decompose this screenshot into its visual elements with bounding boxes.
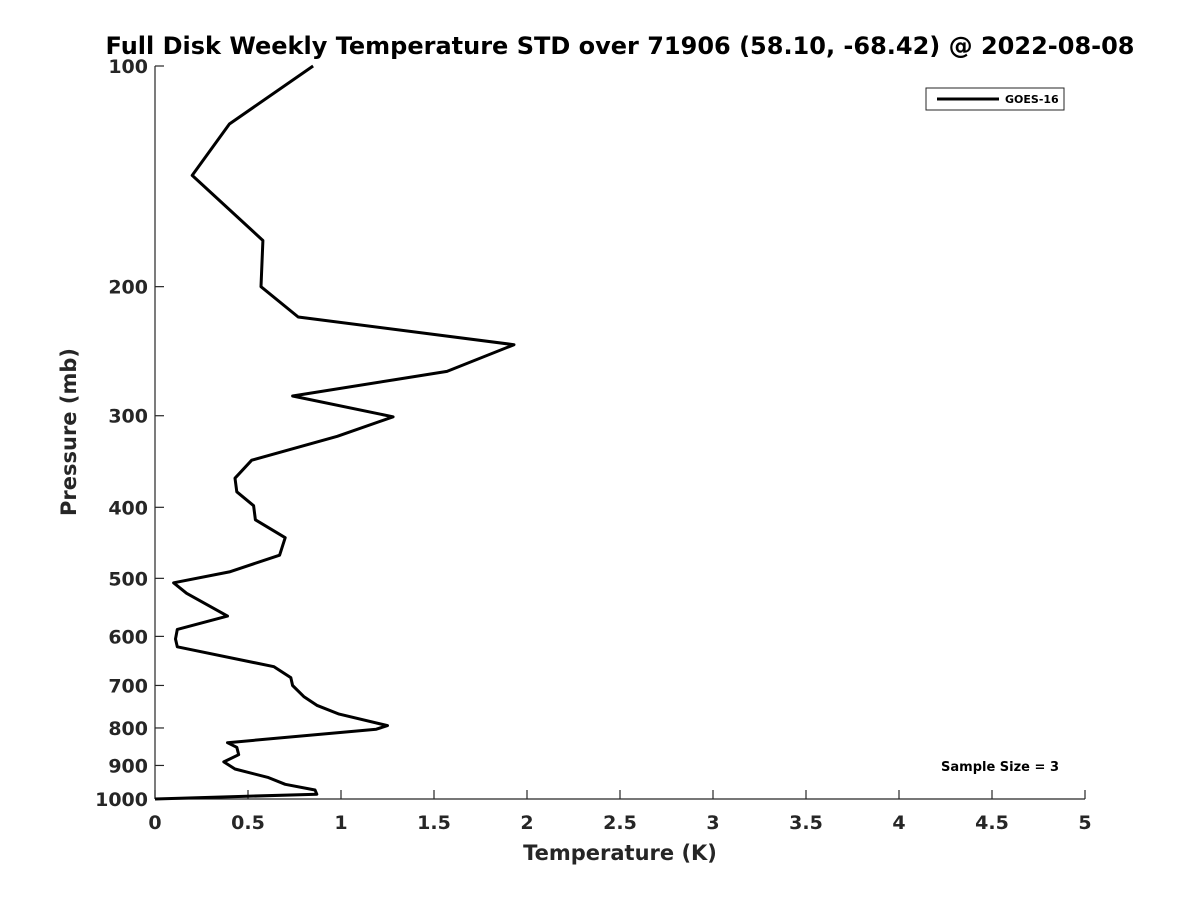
y-tick-label: 900 (108, 755, 148, 777)
y-tick-label: 700 (108, 675, 148, 697)
y-tick-label: 200 (108, 277, 148, 299)
sample-size-annotation: Sample Size = 3 (941, 760, 1059, 775)
y-tick-label: 500 (108, 568, 148, 590)
x-ticks: 0 0.5 1 1.5 2 2.5 3 3.5 4 4.5 5 (148, 790, 1092, 834)
y-tick-label: 400 (108, 497, 148, 519)
x-tick-label: 5 (1078, 812, 1091, 834)
y-tick-label: 300 (108, 406, 148, 428)
y-tick-label: 100 (108, 56, 148, 78)
x-tick-label: 3.5 (789, 812, 823, 834)
legend-entry-goes-16: GOES-16 (1005, 93, 1059, 106)
x-tick-label: 4.5 (975, 812, 1009, 834)
y-tick-label: 600 (108, 626, 148, 648)
x-tick-label: 1 (334, 812, 347, 834)
x-axis-label: Temperature (K) (523, 841, 717, 865)
x-tick-label: 4 (892, 812, 905, 834)
x-tick-label: 3 (706, 812, 719, 834)
chart-title: Full Disk Weekly Temperature STD over 71… (106, 32, 1135, 60)
x-tick-label: 2.5 (603, 812, 637, 834)
y-axis-label: Pressure (mb) (57, 348, 81, 516)
x-tick-label: 1.5 (417, 812, 451, 834)
y-tick-label: 1000 (95, 789, 148, 811)
y-ticks: 100 200 300 400 500 600 700 800 900 1000 (95, 56, 164, 811)
x-tick-label: 0 (148, 812, 161, 834)
legend: GOES-16 (925, 87, 1065, 111)
x-tick-label: 2 (520, 812, 533, 834)
x-tick-label: 0.5 (231, 812, 265, 834)
y-tick-label: 800 (108, 718, 148, 740)
series-layer (154, 64, 516, 801)
series-line-goes-16 (154, 64, 516, 801)
